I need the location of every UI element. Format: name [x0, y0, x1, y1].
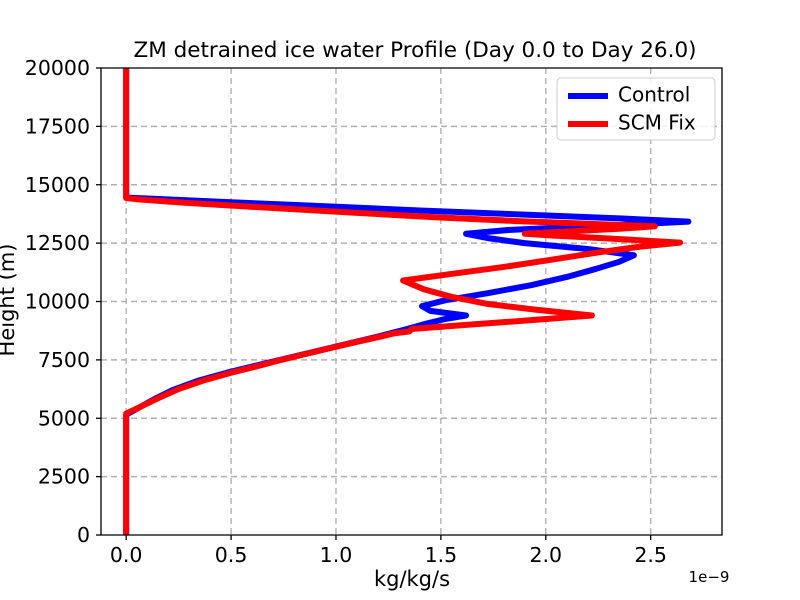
y-ticklabel: 0 [77, 523, 90, 547]
y-ticklabels: 0 2500 5000 7500 10000 12500 15000 17500 20000 [25, 56, 90, 547]
legend-label-scm-fix: SCM Fix [618, 111, 696, 135]
y-ticklabel: 15000 [25, 173, 90, 197]
x-ticklabel: 0.5 [215, 543, 248, 567]
x-ticklabel: 2.0 [529, 543, 562, 567]
chart-title: ZM detrained ice water Profile (Day 0.0 … [133, 38, 696, 63]
y-ticklabel: 12500 [25, 231, 90, 255]
y-tickmarks [96, 67, 101, 536]
series-line-scm-fix [123, 68, 684, 535]
x-axis-label: kg/kg/s [374, 567, 450, 591]
y-ticklabel: 2500 [38, 465, 90, 489]
axes-spines [100, 67, 723, 536]
y-gridlines [101, 125, 722, 478]
x-ticklabel: 1.0 [320, 543, 353, 567]
y-ticklabel: 17500 [25, 114, 90, 138]
y-ticklabel: 20000 [25, 56, 90, 80]
data-series-group [123, 68, 692, 535]
x-tickmarks [125, 535, 652, 540]
x-ticklabel: 1.5 [425, 543, 458, 567]
y-ticklabel: 10000 [25, 290, 90, 314]
x-ticklabels: 0.0 0.5 1.0 1.5 2.0 2.5 [110, 543, 667, 567]
chart-legend[interactable]: Control SCM Fix [556, 77, 716, 141]
x-axis-offset-label: 1e−9 [689, 568, 730, 586]
y-axis-label: Height (m) [0, 244, 19, 357]
x-ticklabel: 2.5 [634, 543, 667, 567]
legend-label-control: Control [618, 83, 690, 107]
y-ticklabel: 5000 [38, 406, 90, 430]
y-ticklabel: 7500 [38, 348, 90, 372]
x-ticklabel: 0.0 [110, 543, 143, 567]
